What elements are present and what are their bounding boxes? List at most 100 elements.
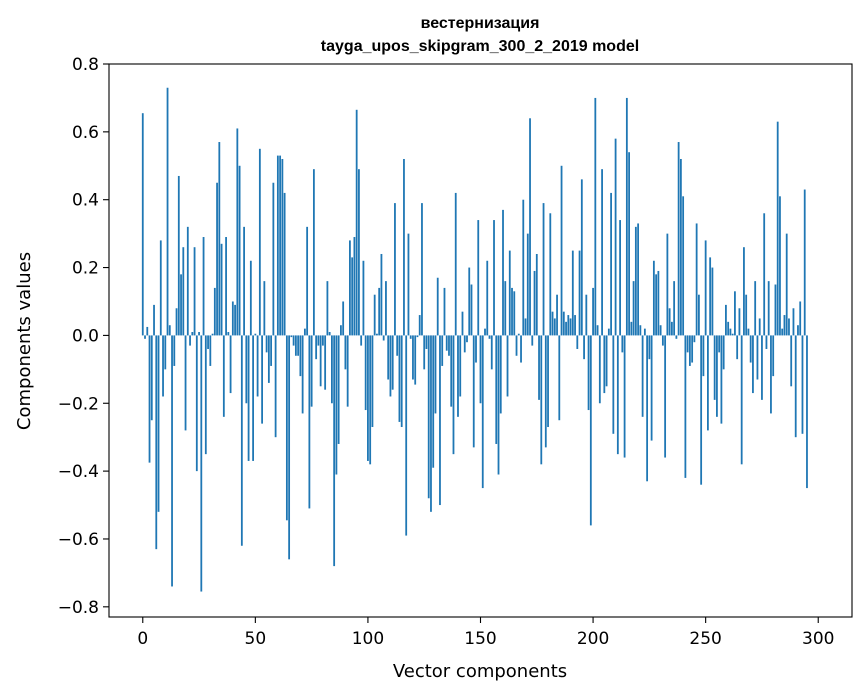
bar — [639, 325, 642, 336]
bar — [666, 233, 669, 336]
bar — [486, 260, 489, 336]
bar — [148, 335, 151, 463]
y-tick-label: −0.2 — [58, 394, 99, 414]
bar — [704, 240, 707, 336]
bar — [560, 165, 563, 336]
bar — [427, 335, 430, 499]
bar — [551, 311, 554, 336]
bar — [745, 294, 748, 336]
bar — [605, 335, 608, 387]
bar — [294, 335, 297, 356]
bar — [488, 335, 491, 339]
bar — [412, 335, 414, 380]
bar — [166, 87, 169, 336]
bar — [261, 335, 263, 424]
bar — [461, 311, 464, 336]
bar — [177, 175, 180, 336]
bar — [668, 308, 671, 336]
y-tick-label: −0.4 — [58, 462, 99, 482]
bar — [168, 325, 171, 336]
bar — [479, 335, 482, 404]
bar — [292, 335, 295, 346]
bar — [337, 335, 340, 444]
x-tick-label: 150 — [464, 629, 496, 649]
bar — [693, 335, 696, 343]
bar — [754, 281, 757, 336]
bar — [571, 250, 574, 336]
bar — [522, 199, 525, 336]
bar — [189, 335, 191, 346]
plot-area-frame — [108, 63, 853, 618]
bar — [610, 192, 612, 336]
bar — [457, 335, 459, 417]
bar — [502, 209, 504, 336]
bar — [326, 281, 329, 336]
y-tick-label: 0.6 — [72, 123, 99, 143]
bar — [234, 304, 236, 336]
bar — [727, 321, 730, 336]
bar — [652, 260, 655, 336]
bar — [355, 109, 358, 336]
bar — [767, 281, 770, 336]
bar — [198, 332, 200, 336]
bar — [171, 335, 173, 587]
bar — [576, 335, 579, 349]
bar — [598, 335, 601, 404]
bar — [159, 240, 162, 336]
bar — [752, 335, 754, 394]
bar — [650, 335, 653, 441]
bar — [225, 237, 227, 336]
bar — [625, 97, 628, 336]
bar — [263, 281, 266, 336]
bar — [285, 335, 288, 521]
bar — [394, 203, 396, 336]
chart-subtitle: tayga_upos_skipgram_300_2_2019 model — [321, 38, 639, 55]
bar — [553, 318, 556, 336]
bar — [499, 335, 502, 414]
bar — [414, 335, 417, 385]
bar — [243, 226, 245, 336]
x-axis: 0 50 100 150 200 250 300 — [137, 617, 834, 649]
bar — [281, 158, 284, 336]
bar — [673, 281, 676, 336]
bar — [763, 213, 766, 336]
bar — [231, 301, 234, 336]
bar — [686, 335, 689, 353]
bar — [682, 196, 685, 336]
bar — [695, 223, 698, 336]
bar — [202, 237, 205, 336]
bar — [222, 335, 225, 417]
bar — [240, 335, 243, 546]
bar — [182, 247, 185, 336]
x-tick-label: 200 — [577, 629, 609, 649]
bar — [725, 304, 727, 336]
bar — [535, 253, 538, 336]
bar — [378, 287, 381, 336]
bar — [517, 333, 520, 336]
bar — [463, 335, 466, 353]
bar — [743, 247, 745, 336]
bar — [409, 335, 412, 339]
bar — [574, 315, 576, 336]
bar — [716, 335, 718, 417]
bar — [405, 335, 408, 536]
bar — [321, 335, 324, 346]
bar — [369, 335, 372, 465]
x-axis-title: Vector components — [393, 661, 567, 682]
bar — [164, 335, 167, 370]
bar — [806, 335, 808, 489]
bar — [758, 318, 761, 336]
bar — [218, 142, 221, 336]
bar — [162, 335, 164, 397]
bar — [731, 333, 734, 336]
bar — [308, 335, 311, 509]
bar — [540, 335, 543, 465]
bar — [569, 318, 572, 336]
bar — [779, 196, 781, 336]
bar — [382, 335, 385, 341]
bar — [562, 311, 565, 336]
bar — [301, 335, 304, 414]
bar — [346, 335, 349, 407]
bar — [252, 335, 254, 461]
bar — [803, 189, 806, 336]
